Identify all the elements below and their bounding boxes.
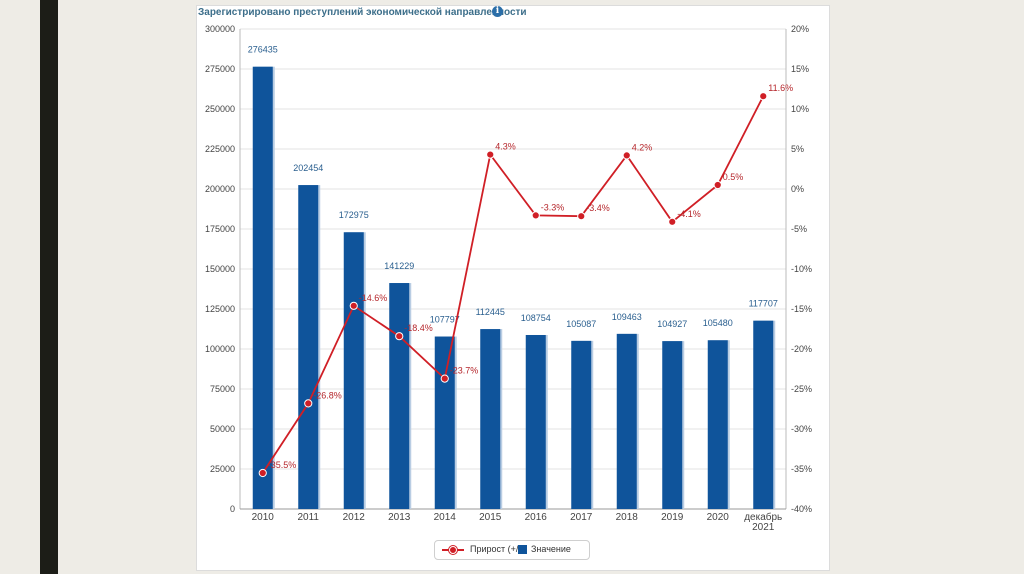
y-left-tick-label: 150000: [205, 264, 235, 274]
x-tick-label: 2021: [752, 522, 775, 533]
bar-value-label: 108754: [521, 313, 551, 323]
growth-point: [486, 150, 495, 159]
bar: [616, 333, 637, 509]
growth-point: [713, 180, 722, 190]
growth-value-label: -18.4%: [404, 323, 433, 333]
info-icon[interactable]: i: [492, 6, 503, 17]
growth-value-label: -23.7%: [450, 366, 479, 376]
y-left-tick-label: 250000: [205, 104, 235, 114]
bar-value-label: 202454: [293, 163, 323, 173]
y-left-tick-label: 0: [230, 504, 235, 514]
slide-edge-strip: [40, 0, 58, 574]
y-right-tick-label: -30%: [791, 424, 812, 434]
growth-value-label: 11.6%: [768, 83, 793, 93]
growth-point: [258, 468, 267, 478]
x-tick-label: 2010: [252, 512, 275, 523]
y-right-tick-label: -10%: [791, 264, 812, 274]
y-left-tick-label: 25000: [210, 464, 235, 474]
legend-bar-swatch: [518, 545, 527, 554]
x-tick-label: 2016: [525, 512, 548, 523]
legend-dot-swatch: [449, 546, 457, 554]
legend-value-label[interactable]: Значение: [531, 544, 571, 554]
bar: [298, 185, 319, 509]
growth-point: [577, 212, 586, 221]
bar: [707, 340, 728, 509]
growth-value-label: -4.1%: [677, 209, 701, 219]
growth-point: [440, 374, 449, 383]
bar-value-label: 117707: [749, 299, 778, 309]
growth-point: [304, 399, 313, 408]
bar: [343, 232, 364, 510]
legend-growth-label[interactable]: Прирост (+/-): [470, 544, 525, 554]
y-right-tick-label: 0%: [791, 184, 804, 194]
y-left-tick-label: 125000: [205, 304, 235, 314]
bar: [252, 66, 273, 509]
x-tick-label: 2015: [479, 512, 502, 523]
bar: [753, 320, 774, 509]
x-tick-label: 2014: [434, 512, 457, 523]
y-right-tick-label: 15%: [791, 64, 809, 74]
y-left-tick-label: 50000: [210, 424, 235, 434]
y-left-tick-label: 200000: [205, 184, 235, 194]
bar-value-label: 104927: [657, 319, 687, 329]
bar: [434, 336, 455, 509]
bar: [480, 329, 501, 509]
x-tick-label: 2020: [707, 512, 730, 523]
y-left-tick-label: 75000: [210, 384, 235, 394]
bar-value-label: 107797: [430, 315, 460, 325]
y-left-tick-label: 275000: [205, 64, 235, 74]
growth-value-label: -3.3%: [541, 202, 565, 212]
y-right-tick-label: -15%: [791, 304, 812, 314]
x-tick-label: 2019: [661, 512, 684, 523]
y-right-tick-label: -40%: [791, 504, 812, 514]
x-tick-label: 2013: [388, 512, 411, 523]
growth-point: [759, 92, 768, 101]
bar-value-label: 141229: [384, 261, 414, 271]
bar-value-label: 105087: [566, 319, 596, 329]
y-right-tick-label: 10%: [791, 104, 809, 114]
y-left-tick-label: 175000: [205, 224, 235, 234]
chart-title: Зарегистрировано преступлений экономичес…: [198, 7, 527, 18]
bar-value-label: 172975: [339, 210, 369, 220]
growth-point: [531, 211, 540, 220]
x-tick-label: 2017: [570, 512, 593, 523]
growth-point: [395, 332, 404, 341]
growth-point: [622, 151, 631, 160]
growth-value-label: -14.6%: [359, 293, 388, 303]
growth-line: [261, 95, 765, 474]
growth-value-label: 0.5%: [723, 172, 744, 182]
x-tick-label: 2018: [616, 512, 639, 523]
y-right-tick-label: 5%: [791, 144, 804, 154]
bar-value-label: 109463: [612, 312, 642, 322]
y-left-tick-label: 100000: [205, 344, 235, 354]
growth-value-label: 4.2%: [632, 142, 653, 152]
x-tick-label: 2012: [343, 512, 366, 523]
bar: [571, 340, 592, 509]
y-left-tick-label: 300000: [205, 24, 235, 34]
x-tick-label: декабрь: [744, 511, 782, 523]
y-right-tick-label: -20%: [791, 344, 812, 354]
chart-legend: Прирост (+/-) Значение: [434, 540, 590, 560]
bar-value-label: 105480: [703, 318, 733, 328]
growth-point: [349, 301, 358, 310]
x-tick-label: 2011: [297, 512, 319, 523]
bar: [525, 334, 546, 509]
growth-value-label: -26.8%: [313, 390, 342, 400]
growth-value-label: 4.3%: [495, 142, 516, 152]
y-right-tick-label: 20%: [791, 24, 809, 34]
y-right-tick-label: -5%: [791, 224, 807, 234]
growth-value-label: -3.4%: [586, 203, 610, 213]
bar: [662, 341, 683, 509]
growth-value-label: -35.5%: [268, 460, 297, 470]
y-left-tick-label: 225000: [205, 144, 235, 154]
bar-value-label: 112445: [476, 307, 505, 317]
bar: [389, 283, 410, 509]
bar-value-label: 276435: [248, 45, 278, 55]
growth-point: [668, 217, 677, 226]
y-right-tick-label: -35%: [791, 464, 812, 474]
y-right-tick-label: -25%: [791, 384, 812, 394]
